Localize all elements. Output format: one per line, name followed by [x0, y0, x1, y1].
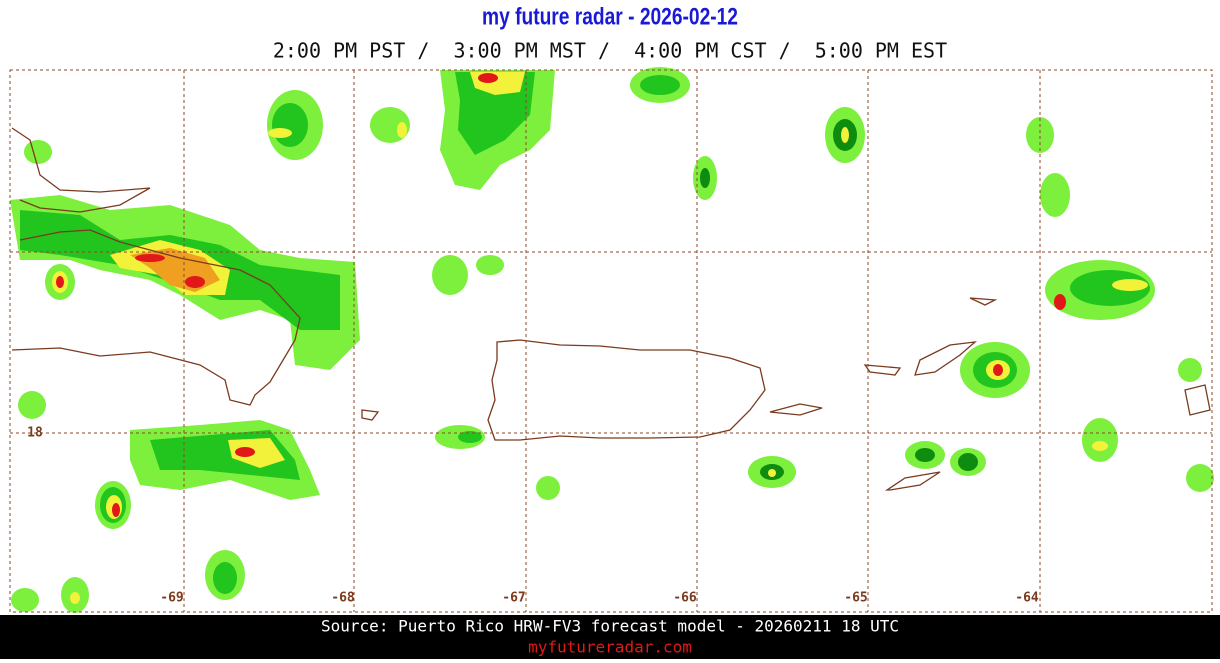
- longitude-label: -64: [1015, 591, 1039, 606]
- longitude-label: -67: [502, 591, 525, 606]
- longitude-label: -68: [331, 591, 355, 606]
- footer-source: Source: Puerto Rico HRW-FV3 forecast mod…: [321, 617, 899, 636]
- time-line: 2:00 PM PST / 3:00 PM MST / 4:00 PM CST …: [273, 39, 947, 63]
- graticule: [9, 69, 1213, 613]
- radar-echoes: [10, 67, 1214, 613]
- grid-labels: -69 -68 -67 -66 -65 -64 18: [27, 426, 1039, 606]
- footer-url[interactable]: myfutureradar.com: [528, 638, 692, 657]
- latitude-label: 18: [27, 426, 43, 441]
- longitude-label: -65: [844, 591, 867, 606]
- longitude-label: -66: [673, 591, 697, 606]
- title: my future radar - 2026-02-12: [482, 2, 738, 30]
- coastlines: [11, 127, 1211, 491]
- longitude-label: -69: [160, 591, 183, 606]
- footer-bar: [0, 615, 1220, 659]
